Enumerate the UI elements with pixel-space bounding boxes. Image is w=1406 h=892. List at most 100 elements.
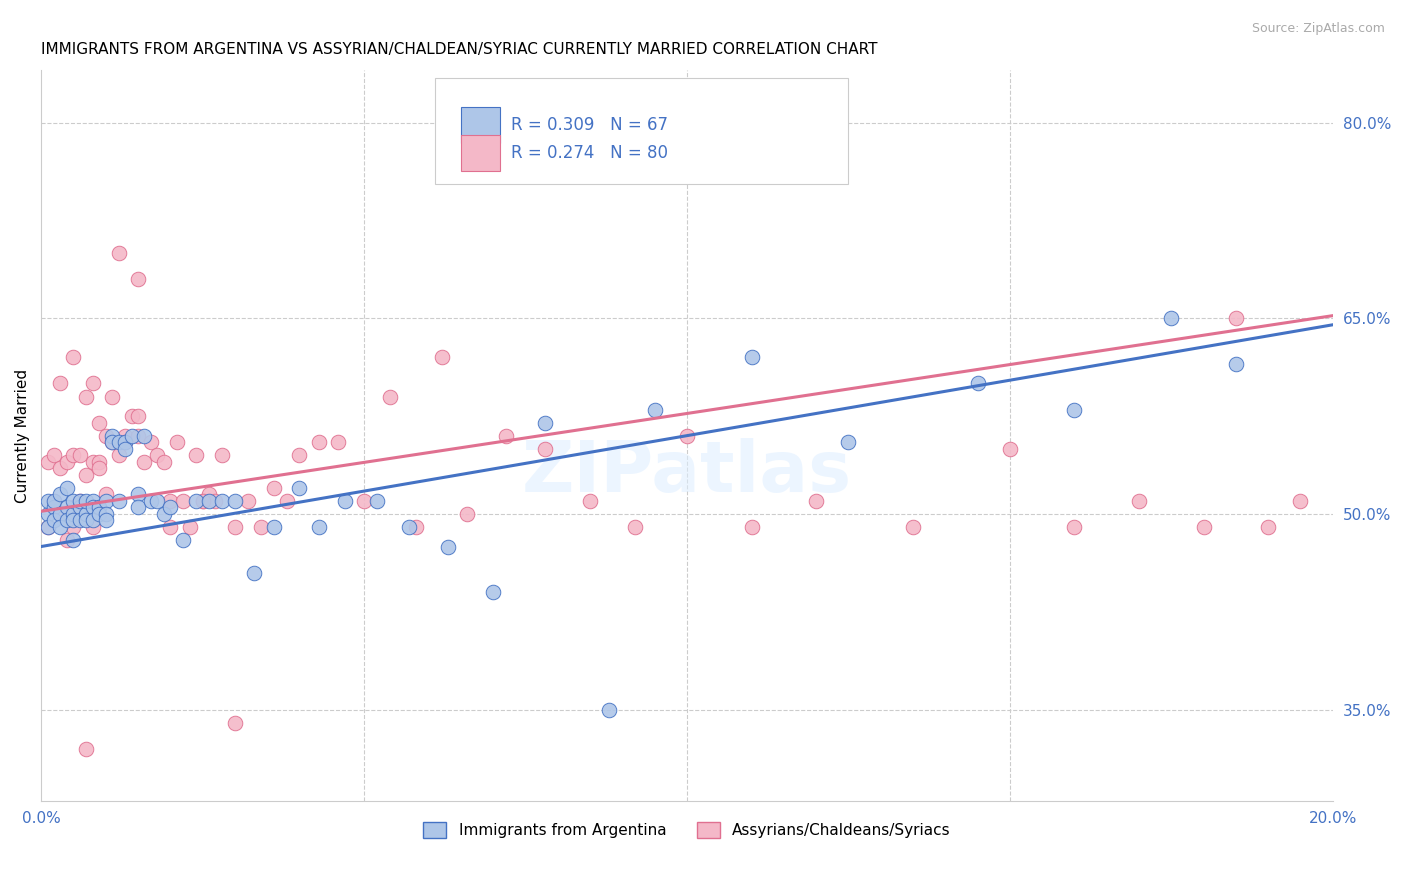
FancyBboxPatch shape [434,78,848,184]
Point [243,566,266,580]
Point [37,455,59,469]
Point [153,507,176,521]
Point [75,507,97,521]
Point [107,246,129,260]
Point [288,448,311,462]
Point [1160,311,1182,326]
Point [56,481,79,495]
Point [333,494,356,508]
Point [62,520,84,534]
Point [184,494,207,508]
Point [94,428,117,442]
Point [288,481,311,495]
Point [482,585,505,599]
Point [224,494,246,508]
Point [405,520,427,534]
Point [495,428,517,442]
Point [89,507,111,521]
Point [366,494,388,508]
Point [1225,311,1247,326]
Point [430,351,453,365]
Point [159,520,181,534]
Point [153,455,176,469]
Point [198,494,221,508]
Point [741,351,763,365]
Point [75,513,97,527]
Text: ZIPatlas: ZIPatlas [522,438,852,507]
Point [42,494,65,508]
Point [56,533,79,547]
Point [49,507,72,521]
Point [353,494,375,508]
Point [236,494,259,508]
Point [49,507,72,521]
Point [107,435,129,450]
Point [62,351,84,365]
Point [191,494,214,508]
Point [624,520,647,534]
Point [127,487,149,501]
Point [94,507,117,521]
Point [901,520,924,534]
Point [644,402,666,417]
Point [191,494,214,508]
Point [114,435,136,450]
Point [1063,402,1085,417]
Text: IMMIGRANTS FROM ARGENTINA VS ASSYRIAN/CHALDEAN/SYRIAC CURRENTLY MARRIED CORRELAT: IMMIGRANTS FROM ARGENTINA VS ASSYRIAN/CH… [41,42,877,57]
Point [107,448,129,462]
Point [82,376,104,391]
Point [75,494,97,508]
Point [82,455,104,469]
Point [224,520,246,534]
Point [308,520,330,534]
Point [249,520,271,534]
Point [328,435,350,450]
Point [1192,520,1215,534]
Point [62,500,84,515]
Point [1063,520,1085,534]
Point [308,435,330,450]
Point [75,390,97,404]
Point [263,481,285,495]
Point [114,428,136,442]
Point [1289,494,1312,508]
Legend: Immigrants from Argentina, Assyrians/Chaldeans/Syriacs: Immigrants from Argentina, Assyrians/Cha… [418,816,956,845]
Point [75,741,97,756]
Point [224,715,246,730]
Point [89,500,111,515]
Point [101,435,124,450]
Point [75,467,97,482]
Point [42,513,65,527]
Y-axis label: Currently Married: Currently Married [15,368,30,503]
Point [204,494,226,508]
FancyBboxPatch shape [461,135,499,171]
Point [146,494,169,508]
Point [89,461,111,475]
Point [62,513,84,527]
Point [184,448,207,462]
Point [139,494,162,508]
Point [121,428,143,442]
Point [82,513,104,527]
Point [437,540,460,554]
Text: Source: ZipAtlas.com: Source: ZipAtlas.com [1251,22,1385,36]
Point [198,487,221,501]
Point [134,455,156,469]
Point [146,448,169,462]
Point [211,448,233,462]
Point [62,448,84,462]
Point [56,500,79,515]
Point [42,494,65,508]
Point [837,435,859,450]
Point [378,390,401,404]
Point [69,448,91,462]
Point [456,507,478,521]
Point [107,494,129,508]
Point [42,500,65,515]
Point [82,520,104,534]
Point [598,702,620,716]
Point [966,376,988,391]
Point [37,520,59,534]
Point [139,435,162,450]
Point [56,455,79,469]
